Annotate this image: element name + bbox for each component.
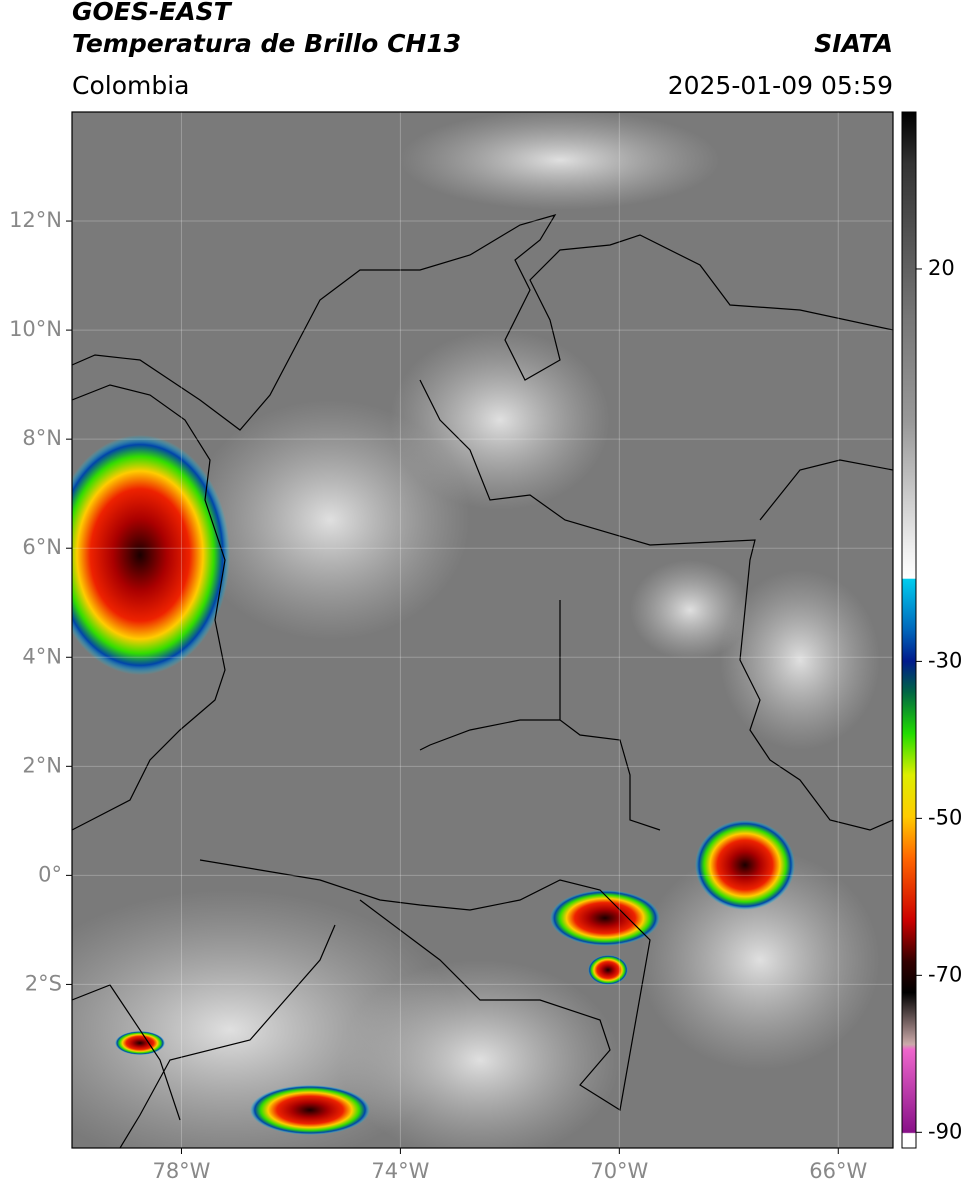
x-tick-label: 66°W [809, 1159, 867, 1183]
cloud [390, 330, 610, 510]
convective-cell [588, 955, 628, 985]
y-tick-label: 0° [38, 862, 62, 886]
y-tick-label: 4°N [22, 644, 62, 668]
borders [72, 214, 893, 1148]
convective-cell [72, 435, 230, 675]
y-tick-label: 6°N [22, 535, 62, 559]
y-tick-label: 2°S [25, 971, 62, 995]
colorbar-tick-label: -50 [928, 805, 962, 829]
convective-cell [250, 1085, 370, 1135]
colorbar-tick-label: -30 [928, 648, 962, 672]
cloud [340, 960, 620, 1148]
grid [72, 112, 893, 1148]
timestamp: 2025-01-09 05:59 [668, 71, 893, 100]
convective-cell [550, 890, 660, 946]
y-tick-label: 10°N [9, 317, 62, 341]
x-tick-label: 78°W [152, 1159, 210, 1183]
y-tick-label: 2°N [22, 753, 62, 777]
cloud [400, 112, 720, 210]
title: GOES-EAST [72, 0, 233, 26]
colorbar-tick-label: 20 [928, 256, 955, 280]
subtitle: Temperatura de Brillo CH13 [72, 29, 461, 58]
y-tick-label: 8°N [22, 426, 62, 450]
cloud [720, 570, 880, 750]
cloud [190, 400, 470, 640]
cloud [640, 850, 880, 1070]
source: SIATA [814, 29, 893, 58]
colorbar-tick-label: -90 [928, 1119, 962, 1143]
region: Colombia [72, 71, 189, 100]
colorbar-tick-label: -70 [928, 962, 962, 986]
x-tick-label: 70°W [590, 1159, 648, 1183]
colorbar [901, 111, 917, 1149]
convective-cell [695, 820, 795, 910]
y-tick-label: 12°N [9, 208, 62, 232]
x-tick-label: 74°W [371, 1159, 429, 1183]
map-frame [71, 111, 894, 1149]
convective-cell [115, 1031, 165, 1055]
map-imagery [72, 112, 893, 1148]
cloud [630, 560, 750, 660]
